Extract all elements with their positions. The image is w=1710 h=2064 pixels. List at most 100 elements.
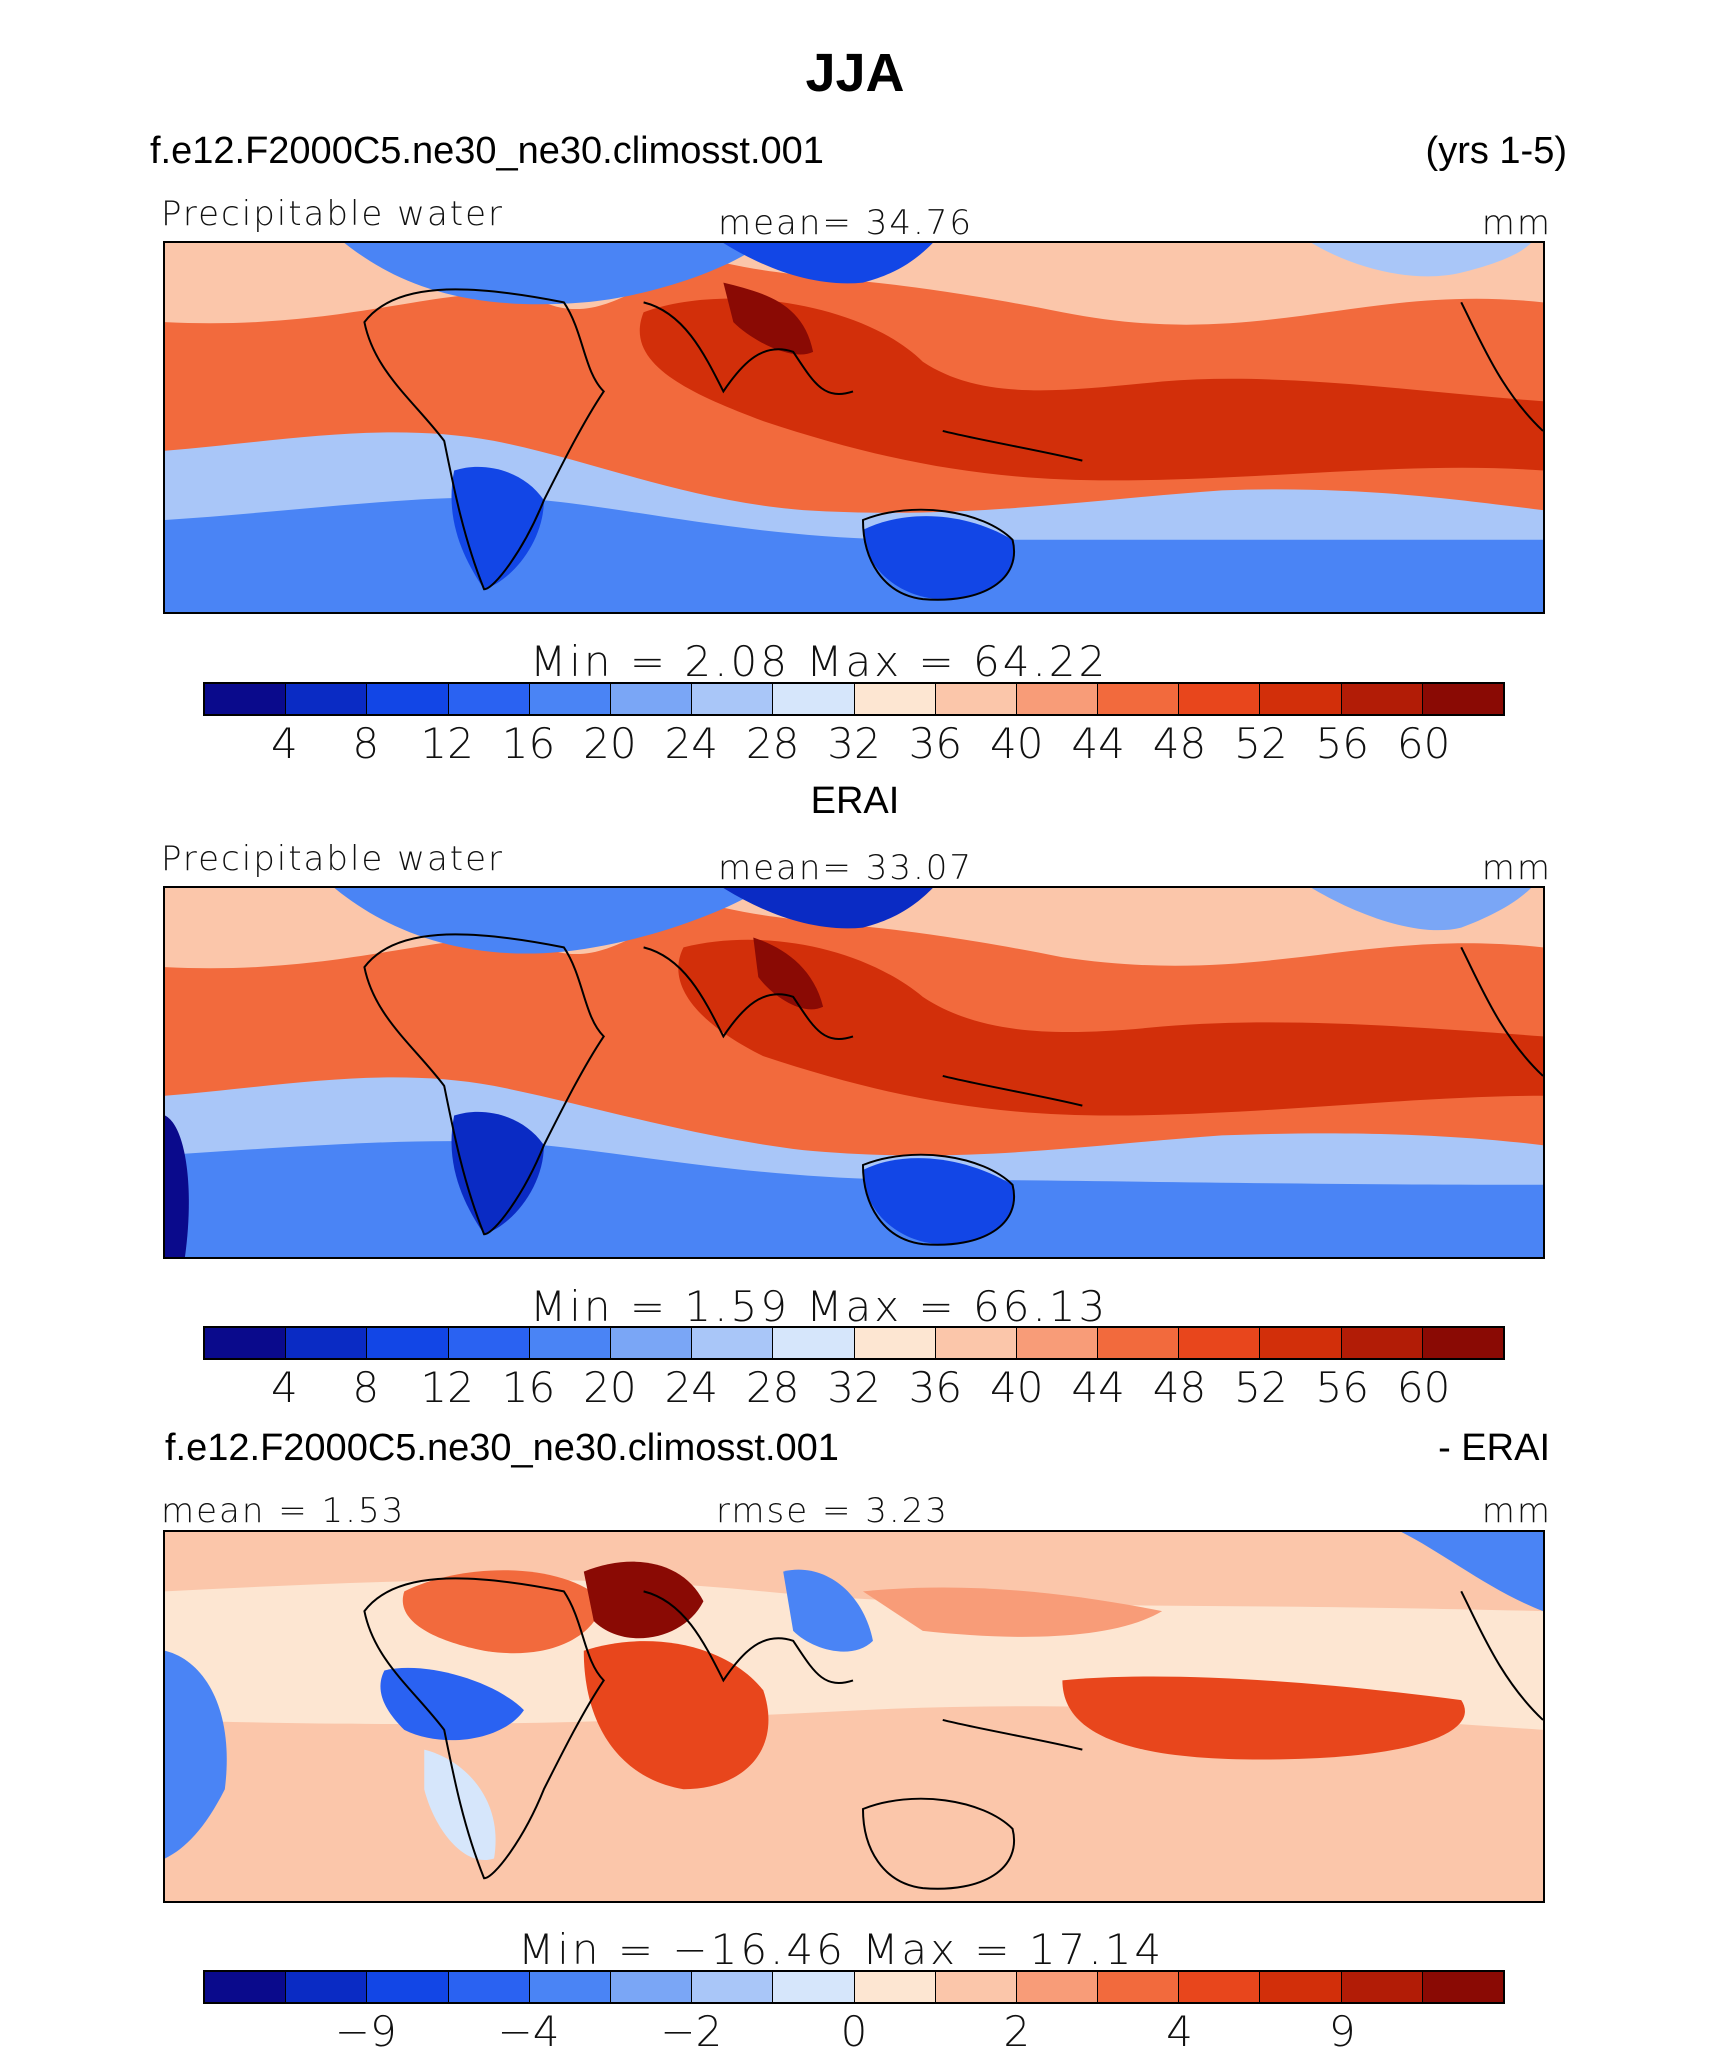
panel1-cbar-box: [935, 684, 1017, 714]
colorbar-tick-label: 28: [745, 719, 800, 768]
panel2-cbar-box: [1260, 1328, 1342, 1358]
colorbar-tick-label: 12: [420, 1363, 474, 1412]
panel3-coastlines: [363, 1577, 1543, 1890]
panel2-colorbar-ticks: 4 8 12 16 20 24 28 32 36 40 44 48 52 56 60: [0, 1363, 1710, 1413]
colorbar-tick-label: 60: [1396, 1363, 1451, 1412]
panel1-moist-core: [639, 298, 1543, 481]
panel2-cbar-box: [1098, 1328, 1180, 1358]
panel2-andes-dry: [165, 1115, 189, 1257]
panel3-cbar-box: [1179, 1972, 1261, 2002]
panel1-map-svg: [165, 243, 1543, 612]
page-title: JJA: [805, 43, 905, 103]
colorbar-tick-label: 8: [352, 1363, 380, 1412]
panel3-arabia-wet: [583, 1561, 704, 1639]
colorbar-tick-label: 60: [1396, 719, 1451, 768]
colorbar-tick-label: 44: [1071, 1363, 1125, 1412]
panel2-monsoon-peak: [753, 937, 824, 1010]
panel3-africa-dry: [380, 1667, 524, 1741]
panel3-cbar-box: [529, 1972, 611, 2002]
panel3-units-label: mm: [1481, 1491, 1552, 1531]
colorbar-tick-label: 52: [1234, 719, 1288, 768]
panel1-cbar-box: [448, 684, 530, 714]
panel1-cbar-box: [854, 684, 936, 714]
panel3-cbar-box: [692, 1972, 774, 2002]
panel1-cbar-box: [286, 684, 368, 714]
panel1-cbar-box: [1341, 684, 1423, 714]
panel2-variable-label: Precipitable water: [161, 839, 505, 879]
panel1-minmax: Min = 2.08 Max = 64.22: [530, 637, 1109, 686]
colorbar-tick-label: 2: [1003, 2007, 1031, 2056]
panel2-cbar-box: [1016, 1328, 1099, 1358]
panel1-colorbar-ticks: 4 8 12 16 20 24 28 32 36 40 44 48 52 56 60: [0, 719, 1710, 769]
panel1-cbar-box: [773, 684, 855, 714]
colorbar-tick-label: 44: [1071, 719, 1125, 768]
panel1-colorbar: [203, 682, 1505, 716]
colorbar-tick-label: 12: [420, 719, 474, 768]
colorbar-tick-label: 36: [908, 719, 963, 768]
panel2-cbar-box: [692, 1328, 774, 1358]
panel2-east-pac-dry: [1311, 888, 1532, 931]
panel1-cbar-box: [692, 684, 774, 714]
panel3-map: [163, 1530, 1545, 1903]
panel2-sahara-dry: [334, 888, 764, 954]
panel2-cbar-box: [529, 1328, 611, 1358]
panel3-sahel-wet: [402, 1570, 604, 1654]
colorbar-tick-label: 32: [827, 719, 881, 768]
colorbar-tick-label: 0: [840, 2007, 868, 2056]
colorbar-tick-label: 48: [1152, 1363, 1207, 1412]
panel2-cbar-box: [773, 1328, 855, 1358]
panel2-cbar-box: [1341, 1328, 1423, 1358]
panel2-mean-label: mean= 33.07: [718, 848, 974, 888]
colorbar-tick-label: 16: [501, 1363, 556, 1412]
colorbar-tick-label: 20: [583, 719, 637, 768]
colorbar-tick-label: 16: [501, 719, 556, 768]
panel1-mean-label: mean= 34.76: [718, 203, 974, 243]
panel3-cbar-box: [1098, 1972, 1180, 2002]
colorbar-tick-label: 40: [990, 1363, 1044, 1412]
panel3-minmax: Min = −16.46 Max = 17.14: [518, 1925, 1165, 1974]
panel2-map: [163, 886, 1545, 1259]
panel2-cbar-box: [448, 1328, 530, 1358]
colorbar-tick-label: 56: [1315, 719, 1369, 768]
panel3-samerica-dry: [165, 1650, 227, 1859]
panel1-cbar-box: [1016, 684, 1099, 714]
panel2-case-label: ERAI: [810, 780, 900, 822]
panel3-seasia-dry: [783, 1569, 873, 1652]
panel3-rmse-label: rmse = 3.23: [716, 1491, 949, 1531]
panel2-australia: [862, 1158, 1015, 1245]
panel1-cbar-box: [610, 684, 693, 714]
panel3-colorbar: [203, 1970, 1505, 2004]
panel1-coastlines: [363, 288, 1543, 601]
panel1-cbar-box: [1098, 684, 1180, 714]
panel1-map: [163, 241, 1545, 614]
colorbar-tick-label: 4: [271, 1363, 298, 1412]
panel2-southern-africa: [451, 1111, 544, 1235]
colorbar-tick-label: 32: [827, 1363, 881, 1412]
panel1-cbar-box: [529, 684, 611, 714]
panel3-map-svg: [165, 1532, 1543, 1901]
panel2-minmax: Min = 1.59 Max = 66.13: [530, 1282, 1109, 1331]
colorbar-tick-label: 48: [1152, 719, 1207, 768]
panel3-camerica-dry: [1401, 1532, 1543, 1612]
panel3-pacific-wet: [1062, 1676, 1465, 1760]
panel3-npac-wet: [862, 1587, 1163, 1637]
colorbar-tick-label: 28: [745, 1363, 800, 1412]
panel2-cbar-box: [205, 1328, 287, 1358]
years-label: (yrs 1-5): [1425, 130, 1567, 172]
panel3-mean-label: mean = 1.53: [161, 1491, 406, 1531]
panel3-cbar-box: [1422, 1972, 1503, 2002]
panel3-cbar-box: [448, 1972, 530, 2002]
panel2-moist-core: [678, 939, 1543, 1116]
panel3-cbar-box: [1260, 1972, 1342, 2002]
colorbar-tick-label: 24: [664, 719, 718, 768]
panel3-cbar-box: [935, 1972, 1017, 2002]
panel2-coastlines: [363, 933, 1543, 1246]
panel1-cbar-box: [205, 684, 287, 714]
panel1-units-label: mm: [1481, 203, 1552, 243]
colorbar-tick-label: 56: [1315, 1363, 1369, 1412]
panel3-cbar-box: [773, 1972, 855, 2002]
panel3-cbar-box: [610, 1972, 693, 2002]
panel3-cbar-box: [205, 1972, 287, 2002]
panel2-cbar-box: [854, 1328, 936, 1358]
panel2-cbar-box: [286, 1328, 368, 1358]
